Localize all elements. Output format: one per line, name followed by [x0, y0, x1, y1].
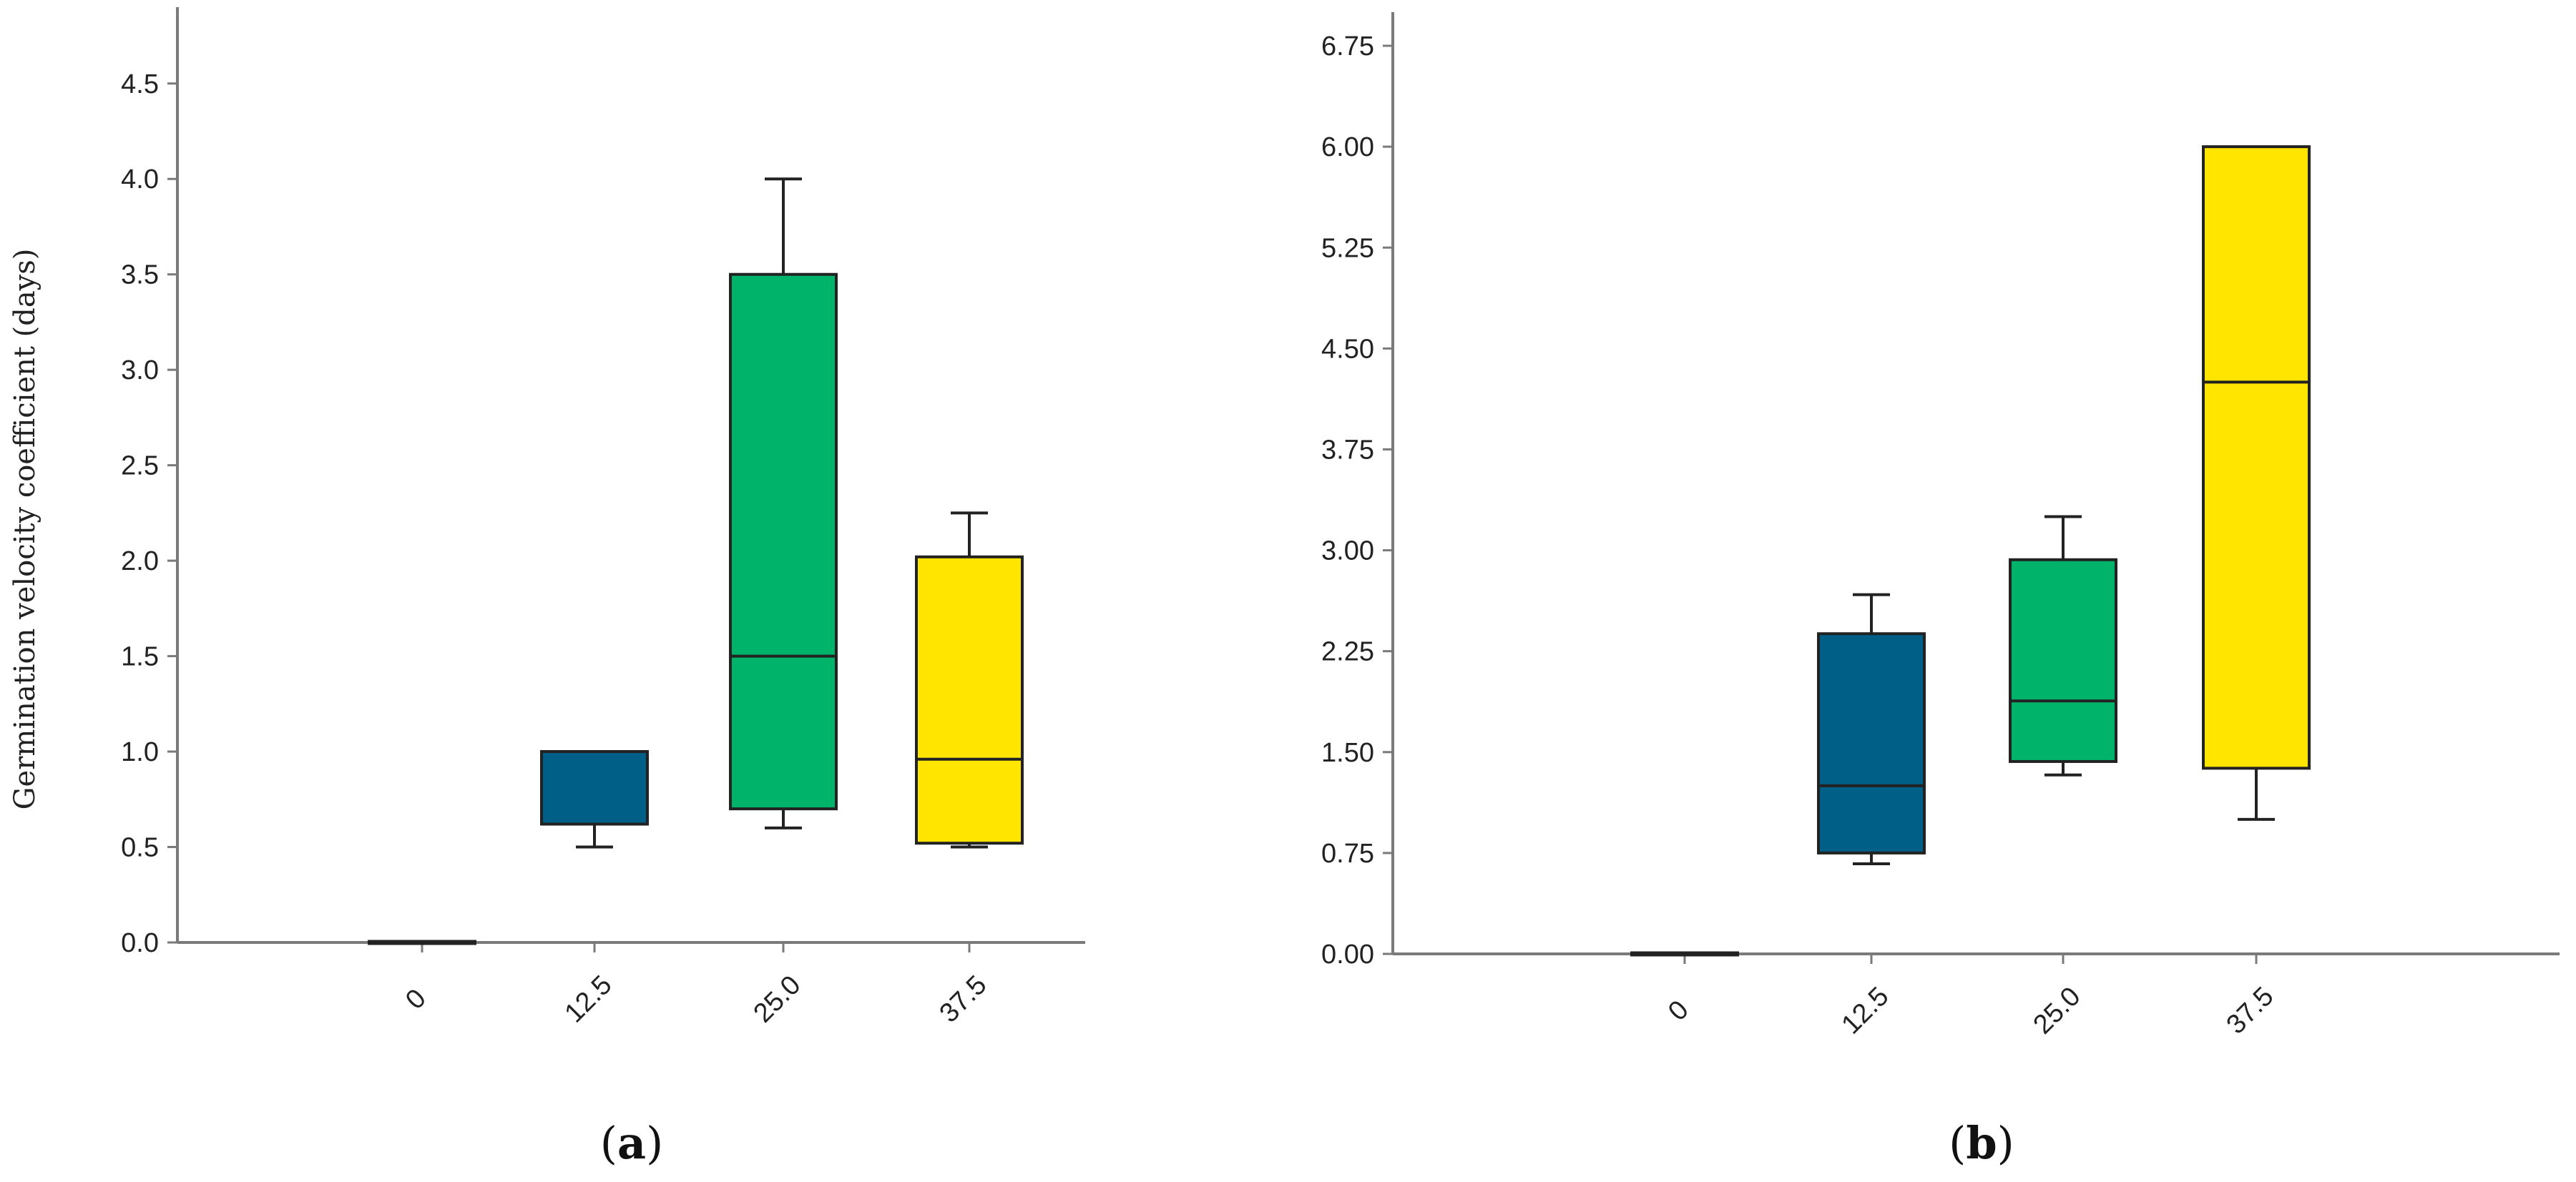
x-tick-label: 37.5: [2221, 982, 2280, 1040]
y-tick-label: 4.0: [121, 164, 159, 194]
y-tick-label: 3.0: [121, 355, 159, 385]
panel-a-chart: 0.0 0.5 1.0 1.5 2.0 2.5 3.0 3.5 4.0 4.5 Germinatio…: [9, 7, 1085, 1169]
y-tick-label: 0.0: [121, 928, 159, 958]
x-tick-label: 37.5: [934, 970, 993, 1029]
panel-b-chart: 0.00 0.75 1.50 2.25 3.00 3.75 4.50 5.25 6.00 6.75…: [1321, 12, 2560, 1169]
box-25.0: [2009, 515, 2117, 777]
y-tick-label: 6.00: [1321, 132, 1374, 162]
box-12.5: [540, 750, 649, 849]
x-tick-label: 12.5: [1836, 982, 1895, 1040]
y-tick-label: 1.5: [121, 642, 159, 672]
x-tick-label: 12.5: [559, 970, 618, 1029]
box-iqr: [2202, 145, 2311, 770]
box-iqr: [540, 750, 649, 826]
box-37.5: [2202, 145, 2311, 821]
y-tick-label: 0.00: [1321, 940, 1374, 970]
box-12.5: [1817, 593, 1926, 865]
box-0: [368, 940, 476, 945]
y-tick-label: 6.75: [1321, 31, 1374, 61]
panel-label: (b): [1949, 1117, 2014, 1169]
box-iqr: [2009, 558, 2117, 763]
y-axis-title: Germination velocity coefficient (days): [9, 249, 41, 810]
y-tick-label: 2.5: [121, 451, 159, 481]
y-tick-label: 5.25: [1321, 233, 1374, 263]
box-37.5: [915, 511, 1024, 849]
y-tick-label: 1.50: [1321, 738, 1374, 768]
box-iqr: [915, 555, 1024, 845]
box-25.0: [729, 177, 838, 829]
y-tick-label: 3.5: [121, 260, 159, 290]
x-tick-label: 0: [1662, 995, 1695, 1027]
x-tick-label: 25.0: [2028, 982, 2087, 1040]
y-tick-label: 4.5: [121, 69, 159, 99]
y-tick-label: 0.75: [1321, 839, 1374, 869]
y-tick-label: 2.0: [121, 546, 159, 576]
y-tick-label: 3.00: [1321, 536, 1374, 566]
y-tick-label: 2.25: [1321, 637, 1374, 667]
y-tick-label: 4.50: [1321, 334, 1374, 364]
box-0: [1630, 951, 1739, 957]
y-tick-label: 3.75: [1321, 435, 1374, 465]
panel-label: (a): [600, 1117, 664, 1169]
x-tick-label: 25.0: [748, 970, 807, 1029]
box-iqr: [729, 272, 838, 811]
y-tick-label: 0.5: [121, 833, 159, 863]
box-iqr: [1817, 632, 1926, 855]
y-tick-label: 1.0: [121, 737, 159, 767]
x-tick-label: 0: [400, 983, 432, 1015]
